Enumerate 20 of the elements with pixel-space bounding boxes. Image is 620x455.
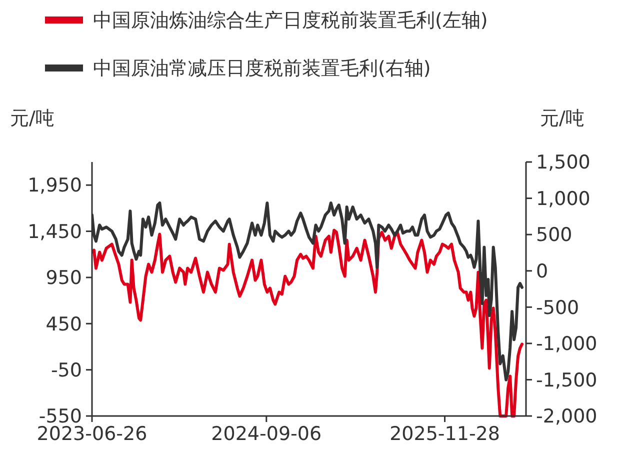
y-tick-label: 950 <box>46 267 82 290</box>
y2-tick-label: -1,000 <box>536 333 598 356</box>
y-tick-label: 1,950 <box>28 174 82 197</box>
y-tick-label: -50 <box>50 359 82 382</box>
y2-tick-label: 1,500 <box>536 152 590 174</box>
legend-label: 中国原油炼油综合生产日度税前装置毛利(左轴) <box>93 10 488 32</box>
y2-tick-label: -1,500 <box>536 369 598 392</box>
legend-label: 中国原油常减压日度税前装置毛利(右轴) <box>93 58 431 80</box>
x-tick-label: 2024-09-06 <box>211 423 322 445</box>
y2-tick-label: 1,000 <box>536 188 590 210</box>
y2-tick-label: -500 <box>536 296 580 319</box>
y2-axis-title: 元/吨 <box>540 108 584 130</box>
y2-tick-label: 500 <box>536 224 572 246</box>
x-tick-label: 2023-06-26 <box>36 423 148 445</box>
y2-tick-label: 0 <box>536 260 548 283</box>
y2-tick-label: -2,000 <box>536 406 598 428</box>
x-tick-label: 2025-11-28 <box>390 423 500 445</box>
y-axis-title: 元/吨 <box>10 108 54 130</box>
y-tick-label: 450 <box>46 313 82 336</box>
y-tick-label: 1,450 <box>28 220 82 243</box>
